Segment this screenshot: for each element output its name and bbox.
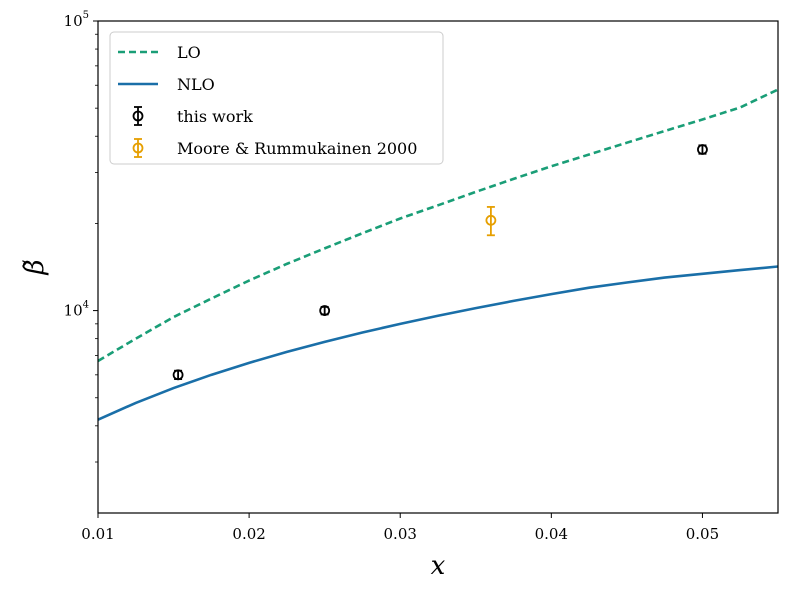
- point-marker: [697, 144, 708, 155]
- data-point: [697, 144, 708, 155]
- legend: LO NLO this work Moore & Rummukainen 2000: [109, 31, 444, 165]
- x-tick-label: 0.04: [535, 525, 568, 543]
- y-axis-label: β̃: [20, 259, 50, 275]
- x-tick-label: 0.01: [81, 525, 114, 543]
- x-tick-label: 0.05: [686, 525, 719, 543]
- legend-entry: this work: [132, 106, 253, 126]
- legend-label: NLO: [177, 75, 215, 94]
- y-tick-label: 104: [64, 300, 89, 320]
- x-axis-label: x: [431, 551, 446, 581]
- legend-swatch-marker: [132, 110, 144, 122]
- series-line-nlo: [98, 265, 778, 421]
- point-marker: [319, 305, 331, 316]
- legend-box: [109, 31, 444, 165]
- point-marker: [172, 369, 184, 381]
- data-point: [485, 206, 497, 237]
- legend-label: this work: [177, 107, 253, 126]
- plot-area: [98, 88, 778, 421]
- x-axis: 0.01 0.02 0.03 0.04 0.05: [81, 513, 719, 543]
- x-tick-label: 0.03: [384, 525, 417, 543]
- x-tick-label: 0.02: [232, 525, 265, 543]
- y-axis: 104 105: [64, 10, 98, 463]
- legend-label: LO: [177, 43, 201, 62]
- data-point: [172, 369, 184, 381]
- legend-entry: LO: [118, 43, 201, 62]
- plot-frame: [97, 20, 779, 514]
- legend-entry: Moore & Rummukainen 2000: [132, 138, 417, 158]
- legend-label: Moore & Rummukainen 2000: [177, 139, 417, 158]
- legend-entry: NLO: [118, 75, 215, 94]
- legend-swatch-marker: [132, 142, 144, 154]
- point-marker: [485, 214, 497, 226]
- data-points: [172, 144, 708, 381]
- series-line-lo: [98, 88, 778, 363]
- data-point: [319, 305, 331, 316]
- y-tick-label: 105: [64, 10, 89, 30]
